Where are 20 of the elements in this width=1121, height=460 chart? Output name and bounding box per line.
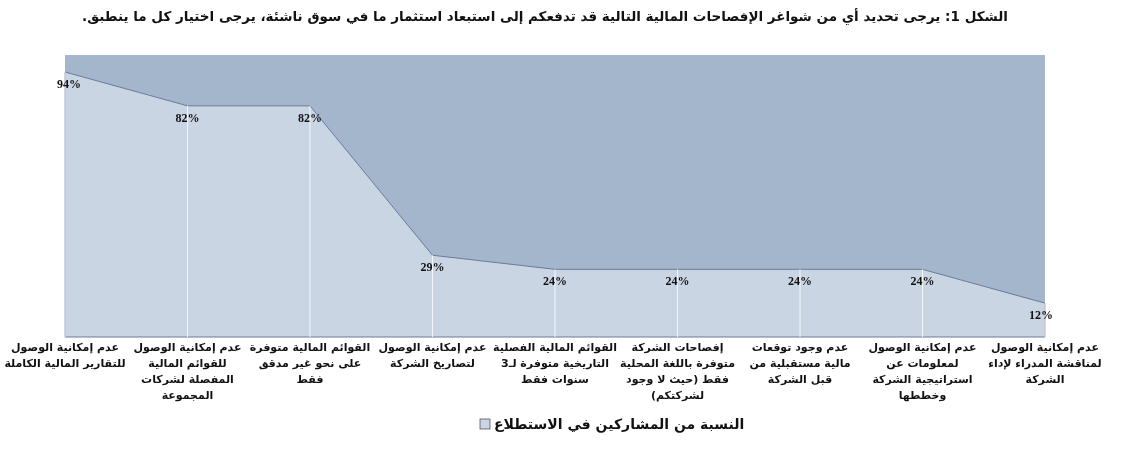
x-tick-label: عدم إمكانية الوصول للتقارير المالية الكاملة	[3, 340, 127, 372]
x-tick-label: القوائم المالية متوفرة على نحو غير مدقق فقط	[248, 340, 372, 388]
chart-title: الشكل 1: يرجى تحديد أي من شواغر الإفصاحات المالية التالية قد تدفعكم إلى استبعاد استثمار ما في سوق ناشئة، يرجى اختيار كل ما ينطبق.	[81, 8, 1009, 24]
legend: النسبة من المشاركين في الاستطلاع	[479, 416, 745, 432]
data-label: 24%	[543, 274, 567, 289]
x-tick-label: إفصاحات الشركة متوفرة باللغة المحلية فقط (حيث لا وجود لشركتكم)	[619, 340, 736, 404]
x-tick-label: عدم إمكانية الوصول لتصاريخ الشركة	[377, 340, 488, 372]
data-label: 82%	[298, 110, 322, 125]
x-tick-label: عدم وجود توقعات مالية مستقبلية من قبل الشركة	[748, 340, 852, 388]
x-tick-label: القوائم المالية الفصلية التاريخية متوفرة لـ3 سنوات فقط	[493, 340, 617, 388]
data-label: 12%	[1029, 308, 1053, 323]
x-tick-label: عدم إمكانية الوصول لمعلومات عن استراتيجية الشركة وخططها	[867, 340, 978, 404]
data-label: 24%	[788, 274, 812, 289]
data-label: 24%	[665, 274, 690, 289]
data-label: 29%	[420, 260, 445, 275]
x-tick-label: عدم إمكانية الوصول للقوائم المالية المفصلة لشركات المجموعة	[132, 340, 243, 404]
data-label: 82%	[175, 110, 200, 125]
x-tick-label: عدم إمكانية الوصول لمناقشة المدراء لإداء الشركة	[987, 340, 1103, 388]
data-label: 94%	[57, 77, 81, 91]
data-label: 24%	[910, 274, 935, 289]
